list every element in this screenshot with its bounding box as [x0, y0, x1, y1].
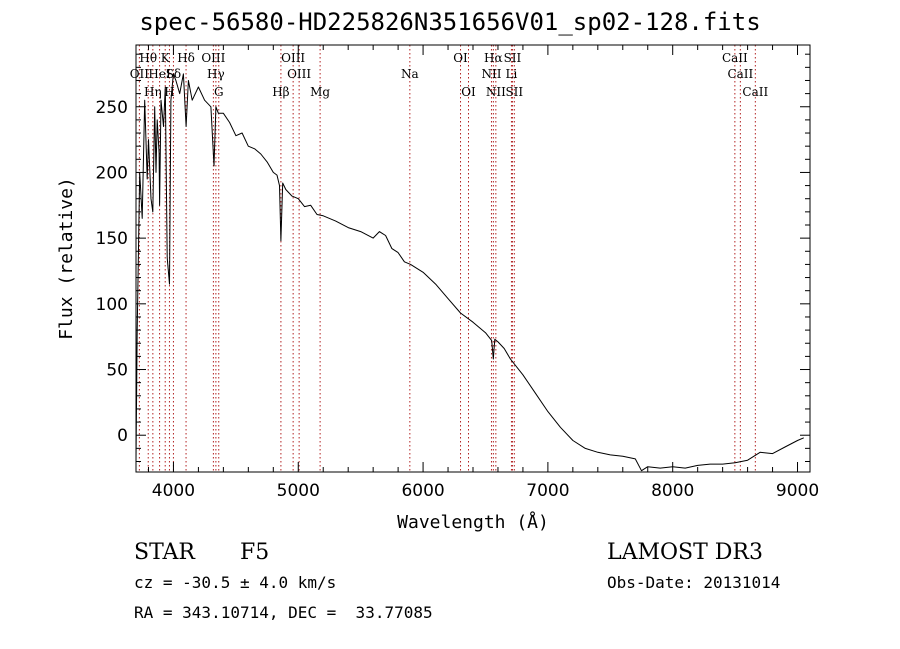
- line-label: OII: [130, 67, 150, 81]
- axes: 4000 5000 6000 7000 8000 9000 0 50 100 150 200 250 W…: [56, 44, 819, 533]
- obs-date: Obs-Date: 20131014: [607, 573, 781, 592]
- line-label: OIII: [201, 51, 225, 65]
- line-label: Hγ: [207, 67, 225, 81]
- x-tick-label: 6000: [401, 481, 444, 501]
- line-label: Hδ: [177, 51, 195, 65]
- chart-title: spec-56580-HD225826N351656V01_sp02-128.f…: [139, 8, 761, 36]
- x-tick-label: 8000: [651, 481, 694, 501]
- line-label: Li: [506, 67, 518, 81]
- spectrum-series: [135, 73, 804, 472]
- line-label: OI: [453, 51, 468, 65]
- line-label: Mg: [310, 85, 330, 99]
- coordinates: RA = 343.10714, DEC = 33.77085: [134, 603, 433, 622]
- line-label: Hβ: [272, 85, 289, 99]
- line-label: Na: [401, 67, 419, 81]
- line-label: CaII: [727, 67, 753, 81]
- line-label: Sδ: [166, 67, 181, 81]
- x-tick-label: 9000: [776, 481, 819, 501]
- y-tick-label: 0: [117, 426, 128, 446]
- x-tick-label: 4000: [152, 481, 195, 501]
- spectral-subclass: F5: [240, 540, 270, 565]
- line-label: Hθ: [139, 51, 157, 65]
- line-label: CaII: [742, 85, 768, 99]
- x-tick-label: 7000: [526, 481, 569, 501]
- line-label: OIII: [281, 51, 305, 65]
- line-label: SII: [504, 51, 522, 65]
- y-tick-label: 150: [96, 229, 128, 249]
- line-label: Hα: [484, 51, 503, 65]
- x-axis-title: Wavelength (Å): [397, 511, 549, 533]
- redshift-text: cz = -30.5 ± 4.0 km/s: [134, 573, 337, 592]
- y-axis-title: Flux (relative): [56, 177, 77, 340]
- line-labels: OII Hθ Hη HeI K H Sδ Hδ OIII Hγ G Hβ OIII OIII Mg Na OI O…: [130, 51, 769, 99]
- y-tick-label: 250: [96, 98, 128, 118]
- line-label: K: [161, 51, 171, 65]
- y-tick-label: 50: [106, 361, 128, 381]
- y-tick-label: 200: [96, 163, 128, 183]
- object-class: STAR: [134, 540, 195, 565]
- line-label: Hη: [144, 85, 162, 99]
- plot-frame: [135, 44, 811, 473]
- line-label: HeI: [148, 67, 171, 81]
- line-label: CaII: [722, 51, 748, 65]
- line-label: H: [164, 85, 174, 99]
- emission-line-markers: [138, 45, 756, 472]
- y-tick-label: 100: [96, 295, 128, 315]
- line-label: SII: [505, 85, 523, 99]
- line-label: OIII: [287, 67, 311, 81]
- line-label: OI: [461, 85, 476, 99]
- line-label: NII: [481, 67, 501, 81]
- x-tick-label: 5000: [277, 481, 320, 501]
- line-label: NII: [486, 85, 506, 99]
- line-label: G: [214, 85, 224, 99]
- spectrum-line: [135, 73, 804, 472]
- survey-name: LAMOST DR3: [607, 540, 763, 565]
